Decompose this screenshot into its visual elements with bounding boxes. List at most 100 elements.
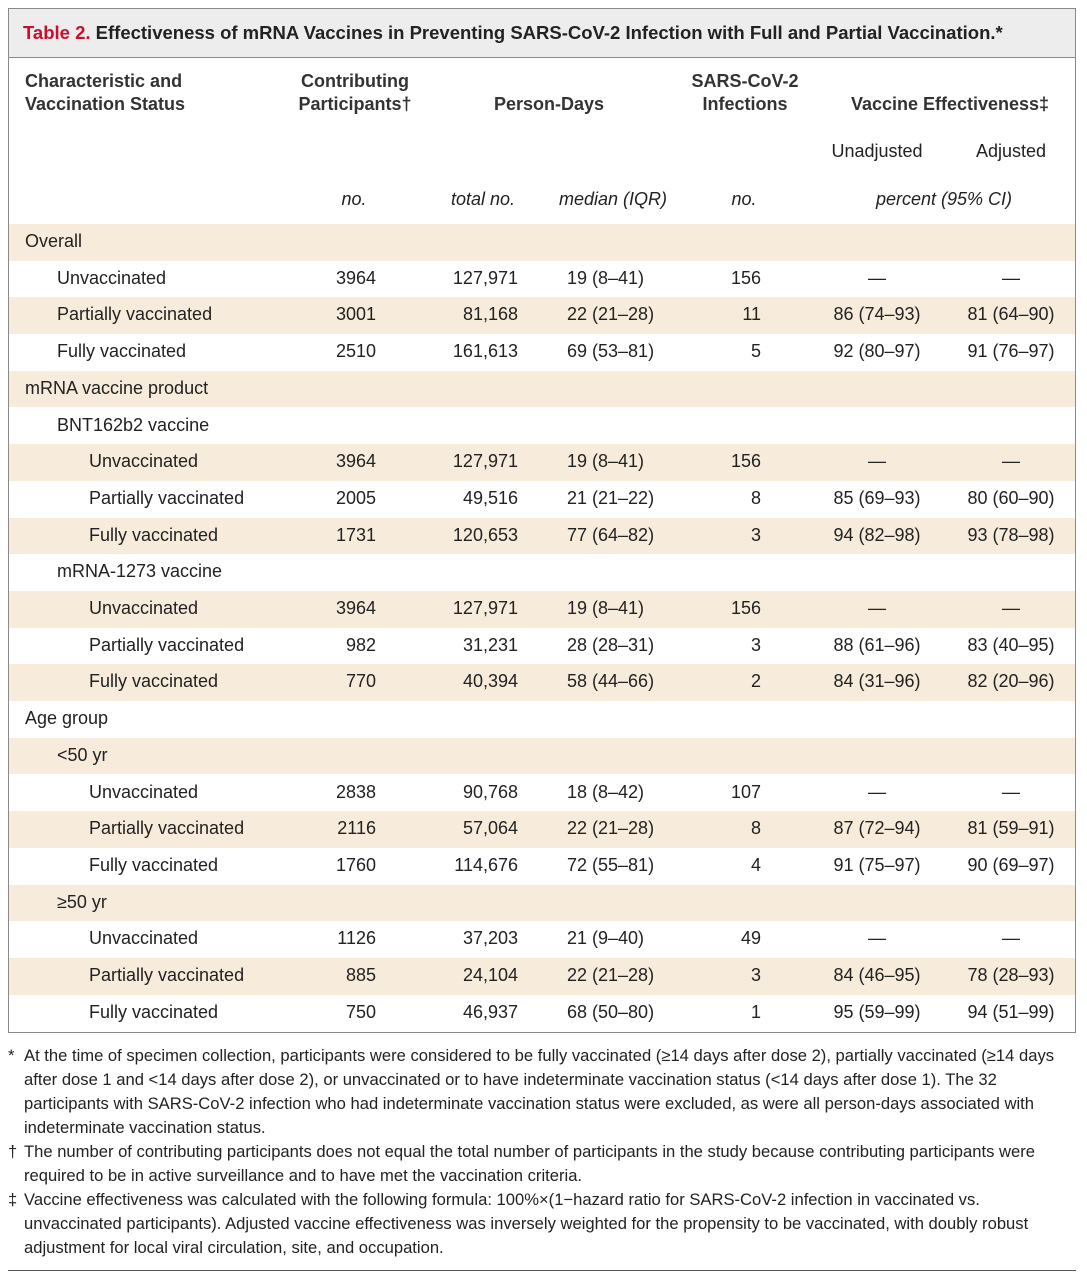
cell: 19 (8–41): [567, 267, 645, 288]
cell: 87 (72–94): [833, 818, 921, 839]
cell: 49,516: [462, 487, 518, 508]
cell: 127,971: [452, 451, 518, 472]
footnote-mark: ‡: [8, 1190, 18, 1209]
cell: 22 (21–28): [567, 818, 655, 839]
cell: 81 (59–91): [967, 818, 1055, 839]
footnote: The number of contributing participants …: [24, 1142, 1035, 1185]
cell: 83 (40–95): [967, 634, 1055, 655]
header-participants: Contributing: [301, 71, 409, 91]
cell: 78 (28–93): [967, 965, 1055, 985]
section-label: mRNA vaccine product: [25, 377, 209, 398]
footnote-mark: *: [8, 1046, 15, 1065]
row-status: Partially vaccinated: [89, 965, 245, 985]
cell: 85 (69–93): [833, 487, 921, 508]
bottom-rule: [8, 1270, 1076, 1271]
cell: 3964: [335, 267, 376, 288]
cell: 28 (28–31): [567, 634, 655, 655]
cell: 750: [345, 1001, 376, 1022]
row-shade: [9, 811, 1075, 848]
cell: 885: [345, 965, 376, 985]
group-label: BNT162b2 vaccine: [57, 414, 210, 435]
row-status: Partially vaccinated: [57, 304, 213, 325]
cell: 156: [730, 598, 761, 618]
unit: no.: [731, 189, 757, 209]
cell: 86 (74–93): [833, 304, 921, 325]
header-characteristic: Vaccination Status: [25, 94, 186, 114]
cell: 18 (8–42): [567, 781, 645, 802]
row-status: Fully vaccinated: [89, 671, 219, 692]
cell: 3964: [335, 451, 376, 472]
row-status: Unvaccinated: [89, 928, 199, 949]
cell: 5: [750, 341, 761, 362]
cell: 156: [730, 267, 761, 288]
cell: 127,971: [452, 598, 518, 618]
cell: —: [868, 781, 886, 802]
group-label: ≥50 yr: [57, 891, 107, 912]
row-status: Unvaccinated: [57, 267, 167, 288]
row-status: Fully vaccinated: [89, 1001, 219, 1022]
cell: 19 (8–41): [567, 598, 645, 618]
row-status: Unvaccinated: [89, 598, 199, 618]
cell: 1126: [337, 928, 376, 949]
row-status: Fully vaccinated: [57, 341, 187, 362]
cell: 8: [750, 487, 761, 508]
cell: 4: [750, 854, 761, 875]
section-label: Age group: [25, 708, 109, 729]
cell: 770: [345, 671, 376, 692]
row-shade: [9, 224, 1075, 261]
cell: 57,064: [462, 818, 518, 839]
unit: percent (95% CI): [875, 189, 1013, 209]
cell: 80 (60–90): [967, 487, 1055, 508]
cell: 95 (59–99): [833, 1001, 921, 1022]
row-status: Partially vaccinated: [89, 487, 245, 508]
cell: 81 (64–90): [967, 304, 1055, 325]
cell: —: [1002, 598, 1020, 618]
cell: 114,676: [454, 854, 518, 875]
cell: 37,203: [462, 928, 518, 949]
cell: 49: [740, 928, 761, 949]
cell: 161,613: [452, 341, 518, 362]
cell: 3001: [335, 304, 376, 325]
cell: —: [868, 928, 886, 949]
cell: 22 (21–28): [567, 304, 655, 325]
cell: 2116: [337, 818, 376, 839]
cell: 107: [730, 781, 761, 802]
cell: 2838: [335, 781, 376, 802]
subheader: Adjusted: [975, 141, 1047, 161]
cell: 120,653: [452, 524, 518, 545]
unit: median (IQR): [558, 189, 668, 209]
cell: 72 (55–81): [567, 854, 655, 875]
cell: 8: [750, 818, 761, 839]
cell: 24,104: [462, 965, 518, 985]
footnote-mark: †: [8, 1142, 18, 1161]
cell: 19 (8–41): [567, 451, 645, 472]
header-infections: Infections: [702, 94, 788, 114]
cell: 21 (9–40): [567, 928, 645, 949]
cell: —: [868, 267, 886, 288]
cell: —: [1002, 928, 1020, 949]
cell: 982: [345, 634, 376, 655]
row-status: Partially vaccinated: [89, 818, 245, 839]
cell: 77 (64–82): [567, 524, 655, 545]
title-label: Table 2.: [23, 22, 91, 43]
subheader: Unadjusted: [831, 141, 923, 161]
cell: 156: [730, 451, 761, 472]
row-status: Unvaccinated: [89, 781, 199, 802]
cell: 82 (20–96): [967, 671, 1055, 692]
section-label: Overall: [25, 231, 83, 251]
row-shade: [9, 370, 1075, 408]
unit: total no.: [450, 189, 516, 209]
cell: 31,231: [462, 634, 518, 655]
row-shade: [9, 444, 1075, 481]
row-status: Unvaccinated: [89, 451, 199, 472]
cell: 90,768: [462, 781, 518, 802]
cell: 2: [750, 671, 761, 692]
row-status: Fully vaccinated: [89, 524, 219, 545]
unit: no.: [341, 189, 367, 209]
cell: 2510: [335, 341, 376, 362]
row-status: Partially vaccinated: [89, 634, 245, 655]
row-shade: [9, 664, 1075, 702]
cell: 68 (50–80): [567, 1001, 655, 1022]
cell: 46,937: [462, 1001, 518, 1022]
cell: 11: [742, 304, 761, 325]
